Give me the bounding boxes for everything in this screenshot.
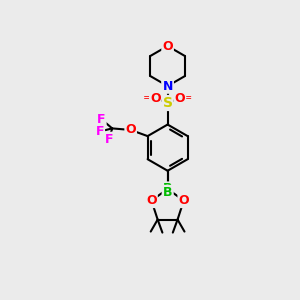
Text: B: B: [163, 186, 172, 199]
Text: B: B: [163, 186, 172, 199]
Text: O: O: [125, 123, 136, 136]
Text: F: F: [97, 113, 106, 126]
Text: F: F: [96, 125, 104, 138]
Text: =: =: [183, 93, 192, 103]
Text: O: O: [162, 40, 173, 52]
Text: O: O: [178, 194, 189, 207]
Text: F: F: [105, 133, 113, 146]
Text: O: O: [150, 92, 160, 105]
Text: S: S: [163, 96, 172, 110]
Text: =: =: [143, 93, 152, 103]
Text: O: O: [175, 92, 185, 105]
Text: B: B: [163, 182, 172, 195]
Text: O: O: [146, 194, 157, 207]
Text: N: N: [162, 80, 173, 92]
Text: N: N: [162, 80, 173, 92]
